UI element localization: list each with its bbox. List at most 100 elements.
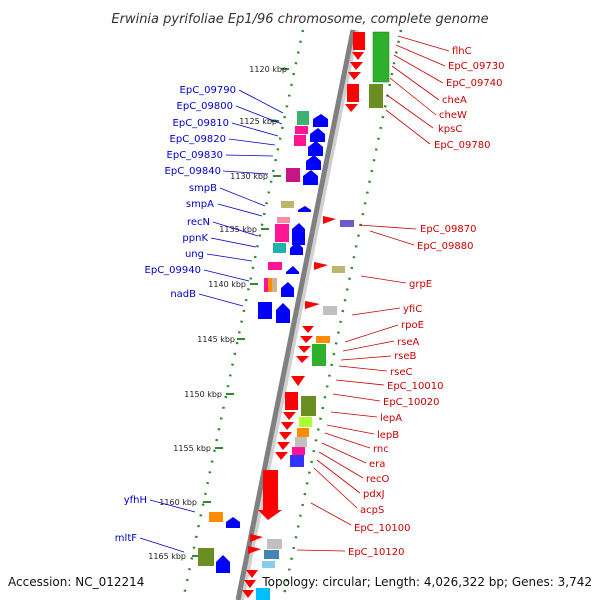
gene-box <box>347 84 359 102</box>
label-EpC_09780: EpC_09780 <box>434 140 490 151</box>
gene-arrow <box>306 155 321 170</box>
leader-line <box>217 203 263 217</box>
label-flhC: flhC <box>452 46 472 57</box>
label-EpC_09820: EpC_09820 <box>170 134 226 145</box>
leader-line <box>338 365 388 372</box>
gene-box <box>262 561 275 568</box>
gene-arrow <box>279 432 292 440</box>
scale-label-1160: 1160 kbp <box>159 498 197 507</box>
gene-box <box>295 126 308 134</box>
gene-box <box>301 396 316 416</box>
gene-arrow <box>290 242 303 255</box>
gene-arrow <box>246 570 258 578</box>
label-EpC_09830: EpC_09830 <box>167 150 223 161</box>
gene-arrow <box>300 336 313 343</box>
leader-line <box>351 307 401 316</box>
leader-line <box>321 442 367 464</box>
gene-arrow <box>244 580 256 588</box>
gene-box <box>285 392 298 410</box>
right-label-group: flhC EpC_09730 EpC_09740 cheA cheW kpsC … <box>296 35 504 558</box>
leader-line <box>395 44 446 67</box>
label-cheW: cheW <box>439 110 467 121</box>
label-yfhH: yfhH <box>124 495 147 506</box>
label-EpC_10010: EpC_10010 <box>387 381 443 392</box>
gene-box <box>297 428 309 437</box>
leader-line <box>228 138 276 146</box>
gene-arrow <box>216 555 230 573</box>
gene-arrow <box>258 510 282 520</box>
gene-box <box>264 278 268 292</box>
label-recO: recO <box>366 474 390 485</box>
gene-box <box>295 437 307 447</box>
leader-line <box>324 432 371 449</box>
label-yfiC: yfiC <box>403 304 422 315</box>
label-EpC_09790: EpC_09790 <box>180 85 236 96</box>
scale-label-1145: 1145 kbp <box>197 335 235 344</box>
label-EpC_10020: EpC_10020 <box>383 397 439 408</box>
gene-arrow <box>298 346 311 353</box>
scale-track-right <box>281 29 403 600</box>
leader-line <box>231 122 279 137</box>
gene-arrow <box>348 72 361 80</box>
gene-box <box>263 470 278 510</box>
leader-line <box>391 65 440 101</box>
label-lepA: lepA <box>380 413 402 424</box>
label-EpC_09730: EpC_09730 <box>448 61 504 72</box>
gene-arrow <box>350 62 363 70</box>
gene-arrow <box>242 590 254 598</box>
gene-arrow <box>281 422 294 430</box>
gene-box <box>372 31 390 83</box>
scale-label-1165: 1165 kbp <box>148 552 186 561</box>
leader-line <box>369 230 415 246</box>
gene-arrow <box>308 141 323 156</box>
label-smpB: smpB <box>189 183 217 194</box>
gene-box <box>299 417 312 427</box>
gene-arrow <box>303 170 318 185</box>
gene-arrow <box>277 442 290 450</box>
leader-line <box>318 451 364 479</box>
backbone <box>235 29 356 600</box>
gene-box <box>256 588 270 600</box>
label-EpC_09940: EpC_09940 <box>145 265 201 276</box>
gene-arrow <box>310 128 325 142</box>
leader-line <box>397 35 450 52</box>
leader-line <box>340 355 392 361</box>
label-rseC: rseC <box>390 367 412 378</box>
gene-box <box>268 278 272 292</box>
leader-line <box>210 237 257 248</box>
gene-box <box>292 447 305 455</box>
gene-arrow <box>313 114 328 127</box>
gene-arrow <box>345 104 358 112</box>
gene-box <box>281 201 294 208</box>
gene-arrow <box>276 303 290 323</box>
gene-arrow <box>281 282 294 297</box>
leader-line <box>219 187 266 207</box>
gene-box <box>198 548 214 566</box>
gene-box <box>290 455 304 467</box>
leader-line <box>335 379 385 386</box>
label-EpC_09880: EpC_09880 <box>417 241 473 252</box>
map-title: Erwinia pyrifoliae Ep1/96 chromosome, co… <box>111 12 488 27</box>
label-cheA: cheA <box>442 95 467 106</box>
leader-line <box>149 499 196 513</box>
leader-line <box>358 224 417 230</box>
gene-arrow <box>314 262 328 270</box>
scale-label-1155: 1155 kbp <box>173 444 211 453</box>
gene-arrow <box>248 546 261 554</box>
gene-arrow <box>291 376 305 386</box>
gene-arrow <box>305 301 320 309</box>
leader-line <box>235 105 283 125</box>
leader-line <box>225 154 274 157</box>
label-rnc: rnc <box>373 444 389 455</box>
scale-label-1150: 1150 kbp <box>184 390 222 399</box>
label-rseB: rseB <box>394 351 416 362</box>
label-grpE: grpE <box>409 279 432 290</box>
label-ung: ung <box>185 249 204 260</box>
label-acpS: acpS <box>360 505 384 516</box>
backbone-shadow <box>238 29 359 600</box>
leader-line <box>344 324 399 343</box>
gene-arrow <box>323 216 336 224</box>
label-rseA: rseA <box>397 337 419 348</box>
label-pdxJ: pdxJ <box>363 489 385 500</box>
